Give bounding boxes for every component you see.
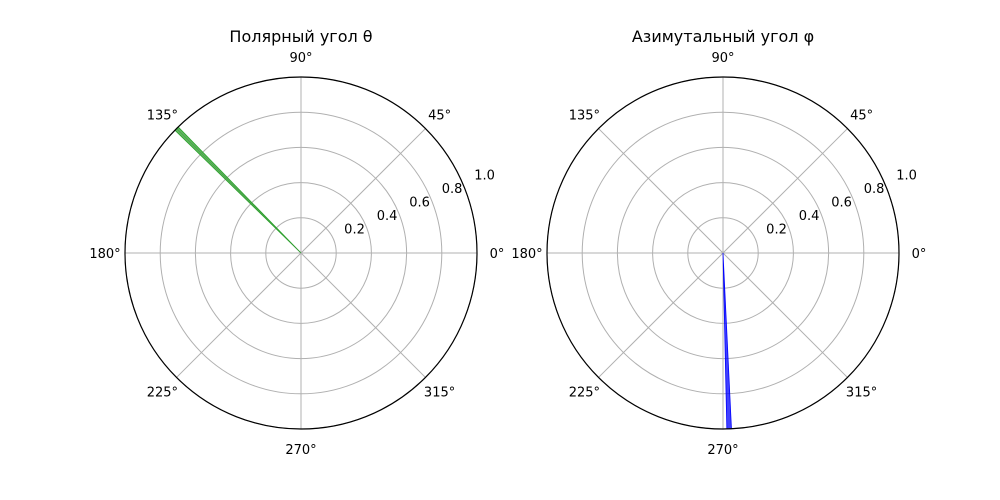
theta-tick-label: 225° <box>147 386 178 401</box>
angular-gridline <box>300 252 426 378</box>
r-tick-label: 0.6 <box>409 196 430 211</box>
angular-gridline <box>176 252 302 378</box>
theta-tick-label: 0° <box>490 247 505 262</box>
theta-tick-label: 45° <box>850 108 873 123</box>
angular-gridline <box>598 252 724 378</box>
theta-tick-label: 270° <box>707 443 738 458</box>
theta-tick-label: 0° <box>912 247 927 262</box>
r-tick-label: 0.8 <box>864 182 885 197</box>
theta-tick-label: 45° <box>428 108 451 123</box>
polar-frame <box>546 76 900 430</box>
angular-gridline <box>598 128 724 254</box>
r-tick-label: 1.0 <box>474 169 495 184</box>
theta-tick-label: 90° <box>289 51 312 66</box>
angular-gridline <box>300 128 426 254</box>
polar-chart-theta: 0° 45° 90° 135° 180° 225° 270° 315° 0.2 0.4 0.6 0.8… <box>89 27 504 458</box>
r-tick-label: 0.4 <box>799 209 820 224</box>
polar-frame <box>124 76 478 430</box>
theta-tick-label: 90° <box>711 51 734 66</box>
r-tick-label: 1.0 <box>896 169 917 184</box>
theta-tick-label: 180° <box>511 247 542 262</box>
polar-chart-phi: 0° 45° 90° 135° 180° 225° 270° 315° 0.2 0.4 0.6 0.8… <box>511 27 926 458</box>
r-tick-label: 0.8 <box>442 182 463 197</box>
angular-gridline <box>722 252 848 378</box>
angular-gridline <box>722 128 848 254</box>
polar-bar <box>174 126 302 254</box>
r-tick-label: 0.2 <box>766 223 787 238</box>
theta-tick-label: 270° <box>285 443 316 458</box>
polar-bar <box>722 252 732 430</box>
chart-title: Азимутальный угол φ <box>632 27 814 46</box>
theta-tick-label: 135° <box>569 108 600 123</box>
theta-tick-label: 315° <box>424 386 455 401</box>
theta-tick-label: 180° <box>89 247 120 262</box>
r-tick-label: 0.4 <box>377 209 398 224</box>
theta-tick-label: 315° <box>846 386 877 401</box>
r-tick-label: 0.2 <box>344 223 365 238</box>
theta-tick-label: 135° <box>147 108 178 123</box>
r-tick-label: 0.6 <box>831 196 852 211</box>
theta-tick-label: 225° <box>569 386 600 401</box>
chart-title: Полярный угол θ <box>229 27 372 46</box>
